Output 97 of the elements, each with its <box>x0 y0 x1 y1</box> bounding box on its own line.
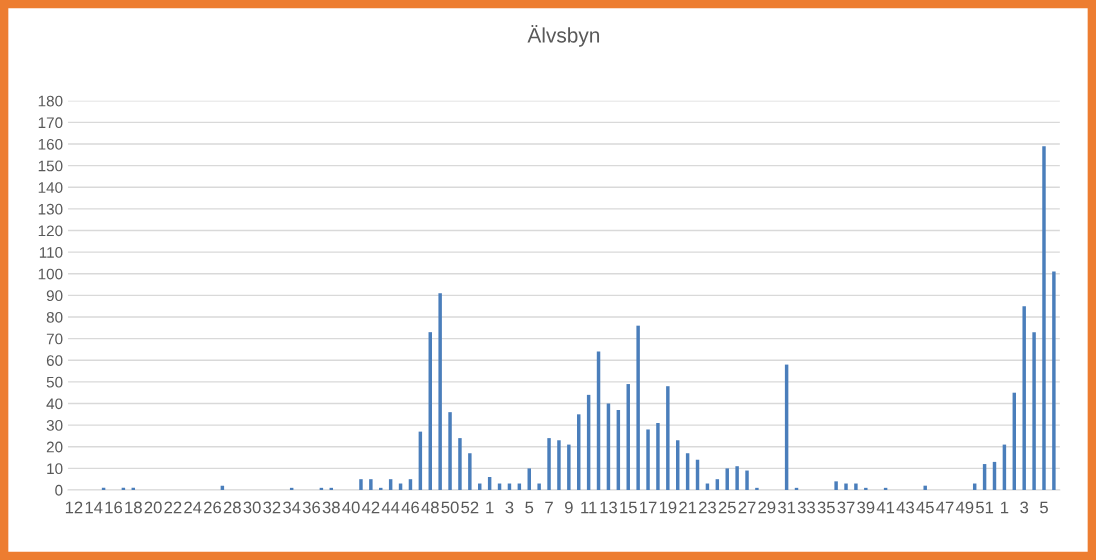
chart-title: Älvsbyn <box>527 25 600 47</box>
x-tick-label: 43 <box>896 501 914 514</box>
x-tick-label: 38 <box>322 501 340 514</box>
bar <box>834 481 838 490</box>
x-tick-label: 5 <box>1040 501 1048 514</box>
x-tick-label: 5 <box>525 501 534 514</box>
bar <box>725 468 729 490</box>
x-tick-label: 35 <box>817 501 835 514</box>
y-tick-label: 170 <box>38 117 63 129</box>
x-tick-label: 14 <box>85 501 103 514</box>
x-tick-label: 1 <box>1001 501 1009 514</box>
y-tick-label: 70 <box>46 333 63 345</box>
bar <box>1022 306 1026 490</box>
bar <box>735 466 739 490</box>
x-tick-label: 50 <box>441 501 459 514</box>
x-tick-label: 23 <box>699 501 716 514</box>
x-tick-label: 39 <box>857 501 875 514</box>
y-tick-label: 130 <box>38 203 63 215</box>
y-tick-label: 40 <box>46 398 63 410</box>
x-tick-label: 28 <box>223 501 241 514</box>
x-tick-label: 41 <box>876 501 895 514</box>
bar <box>1042 146 1046 490</box>
y-tick-label: 60 <box>46 355 63 366</box>
x-tick-label: 1 <box>486 501 494 514</box>
x-tick-label: 25 <box>718 501 736 514</box>
x-tick-label: 48 <box>421 501 439 514</box>
bar <box>923 485 927 490</box>
x-tick-label: 27 <box>738 501 756 514</box>
y-tick-label: 110 <box>39 247 63 258</box>
x-tick-label: 30 <box>243 501 261 514</box>
x-tick-label: 46 <box>401 501 419 514</box>
x-tick-label: 37 <box>837 501 855 514</box>
x-tick-label: 17 <box>640 501 657 514</box>
bar <box>359 479 363 490</box>
x-tick-label: 7 <box>545 501 553 514</box>
x-tick-label: 24 <box>184 501 202 514</box>
bar <box>656 422 660 490</box>
x-tick-label: 49 <box>955 501 974 514</box>
x-tick-label: 44 <box>381 501 400 514</box>
x-tick-label: 51 <box>976 501 994 514</box>
x-tick-label: 29 <box>758 501 776 514</box>
y-tick-label: 0 <box>55 484 63 496</box>
x-tick-label: 13 <box>600 501 617 514</box>
bar <box>854 483 858 490</box>
x-tick-label: 21 <box>679 501 697 514</box>
x-tick-label: 3 <box>1020 501 1029 514</box>
bar <box>468 453 472 490</box>
y-tick-label: 160 <box>38 138 63 150</box>
x-tick-label: 20 <box>144 501 162 514</box>
x-tick-label: 19 <box>659 501 677 514</box>
bar <box>844 483 848 490</box>
bar <box>1032 332 1036 490</box>
x-tick-label: 15 <box>620 501 637 514</box>
bar <box>636 325 640 490</box>
bar <box>369 479 373 490</box>
bar <box>755 487 759 490</box>
y-tick-label: 50 <box>46 376 63 388</box>
bar <box>666 386 670 490</box>
x-tick-label: 9 <box>564 501 573 514</box>
y-tick-label: 30 <box>46 420 63 431</box>
x-tick-label: 40 <box>342 501 360 514</box>
bar <box>448 412 452 490</box>
y-tick-label: 120 <box>38 225 63 237</box>
bar <box>864 487 868 490</box>
bar <box>745 470 749 490</box>
bar <box>557 440 561 490</box>
x-tick-label: 3 <box>505 501 514 514</box>
bar <box>537 483 541 490</box>
y-tick-label: 90 <box>46 290 63 302</box>
x-tick-label: 34 <box>283 501 301 514</box>
x-tick-label: 11 <box>581 501 597 514</box>
y-tick-label: 80 <box>46 311 63 323</box>
x-tick-label: 42 <box>361 501 380 514</box>
y-tick-label: 180 <box>38 95 63 107</box>
x-tick-label: 32 <box>263 501 281 514</box>
bar <box>547 438 551 490</box>
x-tick-label: 36 <box>302 501 320 514</box>
x-tick-label: 47 <box>936 501 954 514</box>
x-tick-label: 26 <box>204 501 222 514</box>
bar <box>438 293 442 490</box>
y-tick-label: 150 <box>38 160 63 172</box>
x-tick-label: 18 <box>125 501 142 514</box>
y-tick-label: 140 <box>38 182 63 193</box>
bar <box>1052 271 1056 490</box>
bar <box>646 429 650 490</box>
bar <box>567 444 571 490</box>
bar <box>458 438 462 490</box>
x-tick-label: 31 <box>777 501 796 514</box>
y-tick-label: 20 <box>46 441 63 453</box>
x-tick-label: 12 <box>65 501 83 514</box>
y-tick-label: 10 <box>47 463 63 475</box>
x-tick-label: 33 <box>797 501 815 514</box>
x-tick-label: 45 <box>916 501 934 514</box>
x-tick-label: 22 <box>164 501 182 514</box>
x-tick-label: 16 <box>105 501 123 514</box>
y-tick-label: 100 <box>38 268 63 280</box>
x-tick-label: 52 <box>461 501 479 514</box>
